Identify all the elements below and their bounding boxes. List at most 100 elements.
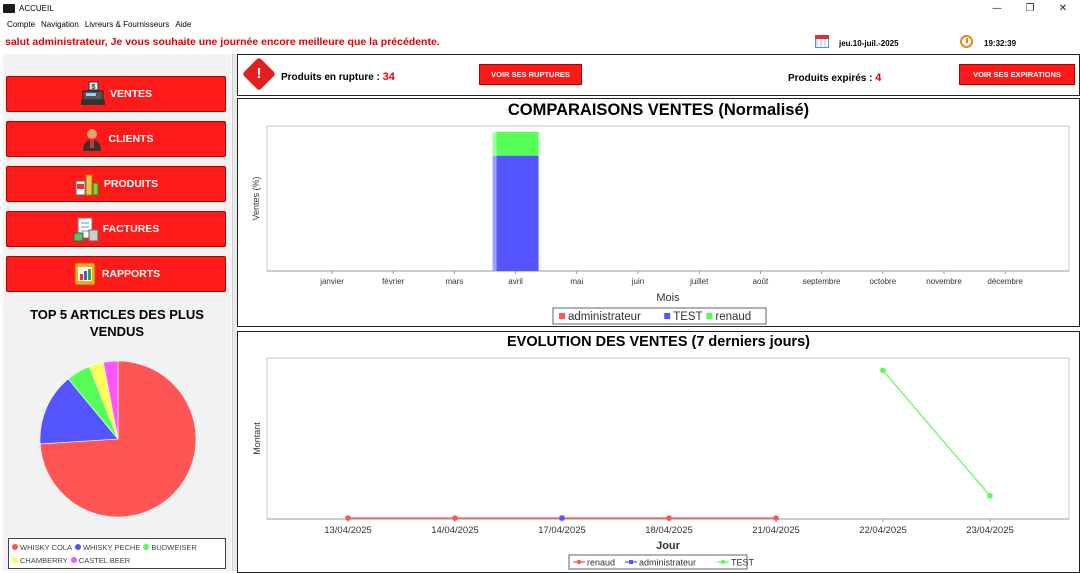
chart1-bar-renaud bbox=[492, 132, 539, 156]
alert-bar: ! Produits en rupture : 34 VOIR SES RUPT… bbox=[237, 54, 1080, 96]
legend-dot-icon bbox=[12, 544, 18, 550]
current-time: 19:32:39 bbox=[984, 39, 1017, 48]
legend-dot-icon bbox=[74, 544, 81, 550]
chart2-x-tick-label: 18/04/2025 bbox=[645, 525, 693, 536]
menu-livreurs-fournisseurs[interactable]: Livreurs & Fournisseurs bbox=[84, 19, 170, 29]
calendar-icon bbox=[815, 35, 829, 48]
clock-icon bbox=[960, 35, 973, 48]
produits-button[interactable]: PRODUITS bbox=[6, 166, 226, 202]
minimize-button[interactable]: — bbox=[992, 3, 1002, 14]
chart1-x-tick-label: juillet bbox=[689, 277, 709, 286]
chart2-x-tick-label: 21/04/2025 bbox=[752, 525, 800, 536]
chart1-x-label: Mois bbox=[656, 292, 680, 304]
pie-legend-entry: CASTEL BEER bbox=[70, 556, 130, 565]
chart1-bar-highlight bbox=[492, 132, 497, 156]
customer-icon bbox=[79, 126, 105, 152]
pie-slice-castel-beer bbox=[103, 360, 119, 440]
title-bar: ACCUEIL — ❐ ✕ bbox=[0, 0, 1080, 17]
cash-register-icon: $ bbox=[80, 81, 106, 107]
pie-legend-entry: WHISKY COLA bbox=[12, 543, 72, 552]
svg-text:$: $ bbox=[92, 84, 96, 91]
chart2-x-tick-label: 13/04/2025 bbox=[324, 525, 372, 536]
chart2-point-renaud bbox=[452, 515, 458, 521]
chart1-x-tick-label: septembre bbox=[803, 277, 841, 286]
chart1-x-tick-label: juin bbox=[631, 277, 644, 286]
products-icon bbox=[74, 171, 100, 197]
chart1-x-tick-label: août bbox=[753, 277, 769, 286]
expires-label: Produits expirés : 4 bbox=[788, 72, 882, 84]
chart2-legend-marker bbox=[629, 560, 633, 564]
greeting-message: salut administrateur, Je vous souhaite u… bbox=[5, 36, 440, 48]
panel-splitter[interactable] bbox=[232, 54, 237, 571]
maximize-button[interactable]: ❐ bbox=[1025, 3, 1035, 14]
invoice-icon bbox=[73, 216, 99, 242]
chart1-legend-swatch bbox=[559, 313, 565, 319]
menu-aide[interactable]: Aide bbox=[175, 19, 192, 29]
chart1-bar-test bbox=[492, 155, 539, 271]
chart2-legend-label: TEST bbox=[731, 558, 755, 568]
chart2-x-tick-label: 23/04/2025 bbox=[966, 525, 1014, 536]
chart2-x-tick-label: 22/04/2025 bbox=[859, 525, 907, 536]
chart1-legend-swatch bbox=[664, 313, 671, 319]
chart2-point-renaud bbox=[345, 515, 351, 521]
evolution-ventes-chart: EVOLUTION DES VENTES (7 derniers jours) … bbox=[237, 331, 1080, 573]
chart1-svg: janvier février mars avril mai juin juillet aoû… bbox=[251, 125, 1070, 325]
comparaisons-ventes-chart: COMPARAISONS VENTES (Normalisé) janvier f… bbox=[237, 98, 1080, 327]
chart1-legend-swatch bbox=[706, 313, 713, 319]
pie-legend-entry: BUDWEISER bbox=[143, 543, 197, 552]
legend-dot-icon bbox=[12, 557, 18, 563]
factures-label: FACTURES bbox=[102, 223, 160, 235]
chart1-title: COMPARAISONS VENTES (Normalisé) bbox=[507, 101, 810, 119]
clients-button[interactable]: CLIENTS bbox=[6, 121, 226, 157]
chart2-x-tick-label: 14/04/2025 bbox=[431, 525, 479, 536]
ventes-button[interactable]: $ VENTES bbox=[6, 76, 226, 112]
chart2-plot-area bbox=[266, 357, 1070, 520]
current-date: jeu.10-juil.-2025 bbox=[839, 39, 899, 48]
legend-dot-icon bbox=[143, 544, 150, 550]
chart1-bar-highlight bbox=[492, 155, 497, 271]
chart2-point-renaud bbox=[773, 515, 779, 521]
chart2-point-test bbox=[987, 493, 993, 499]
menu-compte[interactable]: Compte bbox=[7, 19, 36, 29]
produits-label: PRODUITS bbox=[103, 178, 159, 190]
chart2-legend bbox=[568, 554, 748, 570]
menu-navigation[interactable]: Navigation bbox=[41, 19, 79, 29]
chart2-legend-label: administrateur bbox=[639, 558, 696, 568]
app-icon bbox=[3, 4, 15, 13]
pie-legend-entry: WHISKY PECHE bbox=[74, 543, 140, 552]
chart2-title: EVOLUTION DES VENTES (7 derniers jours) bbox=[507, 334, 810, 350]
rupture-label: Produits en rupture : 34 bbox=[281, 71, 395, 83]
voir-expirations-button[interactable]: VOIR SES EXPIRATIONS bbox=[959, 64, 1075, 85]
chart1-x-tick-label: janvier bbox=[319, 277, 344, 286]
close-button[interactable]: ✕ bbox=[1058, 3, 1068, 14]
top5-pie-chart bbox=[39, 360, 197, 518]
pie-slice-whisky-peche bbox=[39, 378, 119, 445]
pie-legend-entry: CHAMBERRY bbox=[12, 556, 68, 565]
top5-legend: WHISKY COLA WHISKY PECHE BUDWEISER CHAMBERR… bbox=[8, 538, 226, 569]
chart2-x-label: Jour bbox=[656, 540, 681, 552]
chart1-x-tick-label: avril bbox=[508, 277, 523, 286]
chart1-x-tick-label: décembre bbox=[987, 277, 1023, 286]
right-panel: ! Produits en rupture : 34 VOIR SES RUPT… bbox=[237, 54, 1080, 573]
chart1-plot-area bbox=[266, 125, 1070, 272]
chart1-legend-label: administrateur bbox=[568, 311, 641, 323]
factures-button[interactable]: FACTURES bbox=[6, 211, 226, 247]
expires-count: 4 bbox=[875, 72, 882, 84]
chart1-legend bbox=[552, 307, 767, 325]
legend-dot-icon bbox=[70, 557, 77, 563]
chart2-legend-label: renaud bbox=[587, 558, 615, 568]
reports-icon bbox=[72, 261, 98, 287]
chart1-x-tick-label: mars bbox=[446, 277, 464, 286]
chart2-point-administrateur bbox=[559, 515, 565, 521]
chart2-svg: 13/04/2025 14/04/2025 17/04/2025 18/04/2025… bbox=[252, 357, 1070, 570]
clients-label: CLIENTS bbox=[108, 133, 154, 145]
chart2-y-label: Montant bbox=[252, 422, 262, 455]
rupture-count: 34 bbox=[382, 71, 395, 83]
window-title: ACCUEIL bbox=[19, 4, 54, 13]
ventes-label: VENTES bbox=[109, 88, 152, 100]
rapports-button[interactable]: RAPPORTS bbox=[6, 256, 226, 292]
menu-bar: Compte Navigation Livreurs & Fournisseur… bbox=[0, 17, 1080, 31]
chart1-y-label: Ventes (%) bbox=[251, 176, 261, 220]
chart1-legend-label: renaud bbox=[715, 311, 751, 323]
voir-ruptures-button[interactable]: VOIR SES RUPTURES bbox=[479, 64, 582, 85]
